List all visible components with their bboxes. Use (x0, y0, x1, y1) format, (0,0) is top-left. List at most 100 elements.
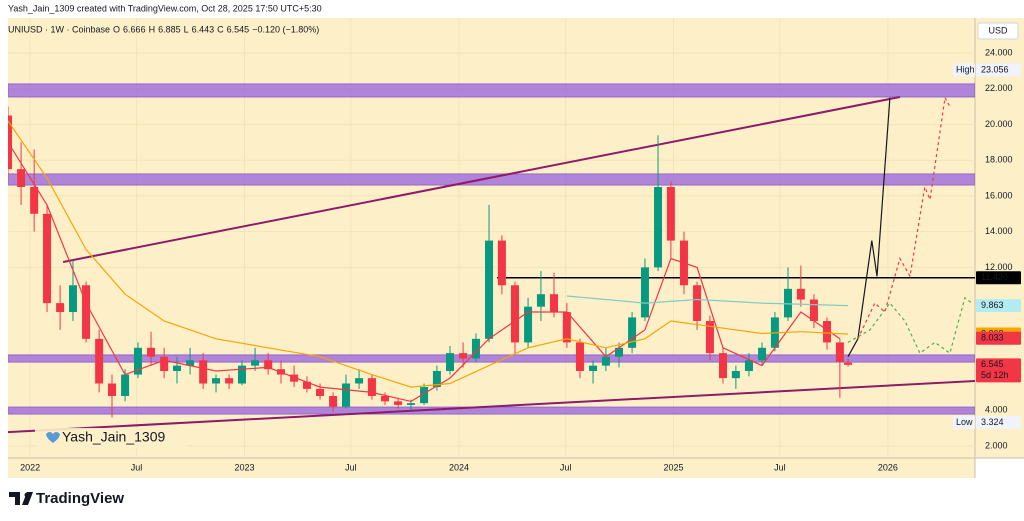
candle-body (30, 186, 39, 214)
zone (8, 354, 975, 363)
indicator-line (847, 97, 891, 357)
zone (8, 173, 975, 186)
candle-body (758, 347, 767, 361)
x-tick-label: 2025 (663, 462, 683, 472)
ohlc-key: O (113, 24, 120, 34)
candle-body (290, 374, 299, 382)
candle-body (264, 360, 273, 370)
y-tick-label: 12.000 (985, 262, 1013, 272)
watermark: Yash_Jain_1309 (62, 429, 165, 445)
indicator-line (566, 295, 849, 307)
candle-body (237, 365, 246, 384)
candle-body (355, 378, 364, 384)
y-tick-label: 14.000 (985, 226, 1013, 236)
candle-body (536, 294, 545, 307)
candle-body (367, 378, 376, 397)
currency: USD (988, 25, 1008, 35)
ohlc-value: 6.666 (123, 24, 146, 34)
ohlc-key: C (217, 24, 224, 34)
axes: 2.000 4.000 12.000 14.000 16.000 18.000 20.000… (20, 47, 1021, 472)
candle-body (225, 378, 234, 384)
price-tag-label: 3.324 (981, 417, 1004, 427)
y-axis-area (975, 18, 1024, 458)
price-caption: High (956, 64, 975, 74)
candle-body (783, 288, 792, 318)
price-tag (976, 331, 1021, 345)
candle-body (550, 294, 559, 313)
y-tick-label: 16.000 (985, 190, 1013, 200)
x-tick-label: Jul (774, 462, 786, 472)
candle-body (394, 401, 403, 405)
candle-body (693, 285, 702, 321)
zone (8, 83, 975, 98)
candle-body (172, 365, 181, 372)
price-tag (976, 415, 1021, 429)
candle-body (186, 360, 195, 366)
candle-body (446, 353, 455, 372)
y-tick-label: 24.000 (985, 47, 1013, 57)
candle-body (705, 320, 714, 354)
candle-body (796, 288, 805, 300)
candle-body (406, 403, 415, 405)
ohlc-key: H (149, 24, 156, 34)
candle-body (471, 338, 480, 359)
candle-body (654, 186, 663, 268)
candle-body (212, 378, 221, 384)
candle-body (17, 169, 26, 187)
candle-body (744, 360, 753, 372)
x-tick-label: Jul (560, 462, 572, 472)
price-tag (976, 358, 1021, 383)
candle-body (823, 320, 832, 343)
brand: TradingView (36, 490, 124, 507)
candle-body (82, 285, 91, 339)
candle-body (614, 347, 623, 357)
y-tick-label: 2.000 (985, 440, 1008, 450)
x-tick-label: 2024 (449, 462, 469, 472)
candle-body (147, 347, 156, 357)
caption-box (953, 63, 975, 77)
caption-box (953, 415, 975, 429)
price-tag-label: 8.033 (981, 333, 1004, 343)
candle-body (575, 342, 584, 372)
candle-body (68, 285, 77, 313)
candle-body (459, 353, 468, 359)
projection-line (857, 95, 951, 340)
y-tick-label: 18.000 (985, 155, 1013, 165)
price-tag-label: 11.420 (981, 272, 1008, 282)
watermark-box (35, 428, 187, 448)
brand-logo (9, 492, 33, 505)
trendline (62, 96, 901, 263)
candle-body (251, 360, 260, 366)
indicator-line (8, 141, 841, 403)
price-tag (976, 299, 1021, 313)
candle-body (835, 342, 844, 363)
price-tag-label: 9.863 (981, 300, 1004, 310)
candle-body (108, 383, 117, 397)
candle-body (666, 186, 675, 241)
countdown: 5d 12h (981, 370, 1009, 380)
zone (8, 406, 975, 415)
candle-body (510, 285, 519, 343)
x-tick-label: Jul (131, 462, 143, 472)
candle-body (432, 371, 441, 388)
y-tick-label: 20.000 (985, 119, 1013, 129)
trendline (8, 380, 975, 434)
x-tick-label: 2023 (235, 462, 255, 472)
candle-body (562, 312, 571, 343)
candle-body (133, 347, 142, 375)
price-tag (976, 271, 1021, 285)
candle-body (809, 299, 818, 321)
ohlc-value: 6.885 (158, 24, 181, 34)
currency-box (977, 22, 1019, 40)
x-tick-label: Jul (345, 462, 357, 472)
candle-body (341, 383, 350, 407)
candle-body (56, 303, 65, 313)
symbol: UNIUSD · 1W · Coinbase (8, 24, 110, 34)
candle-body (316, 388, 325, 397)
change: −0.120 (−1.80%) (252, 24, 319, 34)
ohlc-key: L (184, 24, 189, 34)
candle-body (719, 353, 728, 379)
candle-body (601, 356, 610, 366)
price-tag-label: 23.056 (981, 64, 1009, 74)
